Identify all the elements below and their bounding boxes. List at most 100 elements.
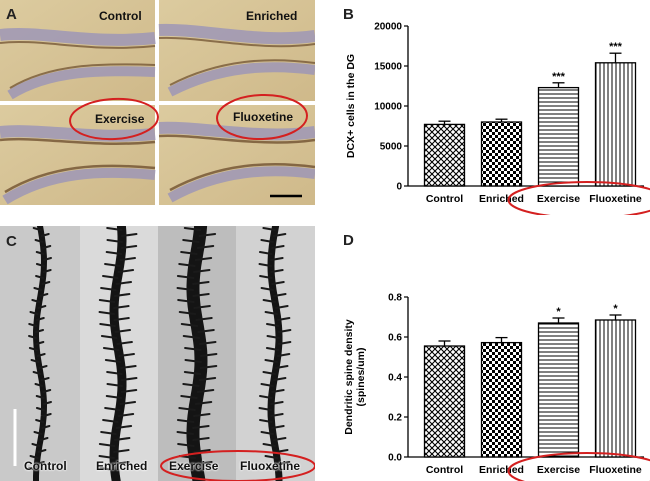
dendrite-spine (194, 257, 213, 261)
dendrite-spine (35, 317, 45, 321)
dendrite-spine (198, 377, 217, 381)
bar-exercise (537, 322, 580, 458)
dendrite-spine (117, 413, 135, 417)
dendrite-spine (42, 257, 52, 261)
dendrite-spine (265, 467, 280, 471)
dendrite-spine (182, 239, 200, 243)
dendrite-spine (258, 251, 273, 255)
dendrite-spine (192, 281, 210, 285)
y-tick-label: 0 (396, 182, 402, 193)
dendrite-shaft (33, 226, 48, 481)
dendrite-spine (116, 341, 133, 345)
dendrite-spine (106, 383, 123, 387)
significance-marker: *** (552, 71, 566, 83)
dendrite-spine (98, 311, 116, 315)
dendrite-spine (176, 431, 195, 435)
dendrite-spine (38, 365, 48, 369)
y-tick-label: 0.6 (388, 333, 402, 344)
y-tick-label: 10000 (374, 102, 402, 113)
dendrite-spine (39, 293, 49, 297)
dendrite-spine (184, 359, 202, 363)
dendrite-spine (42, 413, 52, 417)
dendrite-spine (262, 443, 276, 447)
dendrite-spine (192, 437, 210, 441)
dendrite-spine (196, 389, 215, 393)
dendrite-spine (271, 281, 285, 285)
dendrite-spine (35, 263, 45, 267)
x-tick-label: Exercise (537, 464, 580, 476)
dendrite-spine (260, 383, 274, 387)
dendrite-spine (176, 287, 195, 291)
dendrite-shaft (267, 226, 283, 481)
dendrite-spine (270, 257, 284, 261)
dendrite-label-fluoxetine: Fluoxetine (240, 459, 301, 473)
bar-enriched (480, 341, 523, 458)
y-tick-label: 15000 (374, 62, 402, 73)
x-tick-label: Control (426, 464, 463, 476)
dendrite-spine (35, 341, 45, 345)
dendrite-spine (275, 305, 289, 309)
dendrite-spine (264, 359, 278, 363)
dendrite-spine (193, 449, 211, 453)
bar-fluoxetine (594, 319, 637, 458)
dendrite-spine (102, 347, 120, 351)
dendrite-spine (180, 323, 199, 327)
dendrite-spine (273, 293, 287, 297)
dendrite-spine (260, 239, 274, 243)
dendrite-spine (258, 263, 273, 267)
dendrite-spine (264, 455, 278, 459)
dendrite-spine (192, 425, 210, 429)
micrograph-label-fluoxetine: Fluoxetine (233, 110, 294, 124)
dendrite-spine (272, 377, 287, 381)
dendrite-spine (120, 365, 137, 369)
dendrite-spine (276, 461, 291, 465)
micrograph-label-exercise: Exercise (95, 112, 145, 126)
y-tick-label: 20000 (374, 22, 402, 33)
dendrite-spine (180, 251, 198, 255)
dendrite-spine (115, 281, 133, 285)
dendrite-spine (42, 389, 52, 393)
dendrite-spine (98, 455, 116, 459)
dendrite-spine (39, 437, 49, 441)
dendrite-spine (182, 383, 200, 387)
dendrite-spine (192, 269, 211, 273)
dendrite-spine (198, 341, 217, 345)
y-axis-label: (spines/um) (355, 348, 367, 407)
dendrite-spine (260, 431, 275, 435)
panel-a: A Control Enriched Exercise Fluoxetine (0, 0, 315, 205)
dendrite-spine (113, 293, 131, 297)
dendrite-spine (265, 347, 280, 351)
dendrite-spine (274, 365, 289, 369)
dendrite-spine (117, 269, 135, 273)
panel-d-chart: 0.0 0.2 0.4 0.6 0.8 Dendritic spine density (s… (343, 293, 650, 481)
dendrite-spine (106, 371, 123, 375)
dendrite-spine (98, 443, 116, 447)
dendrite-spine (270, 401, 284, 405)
panel-d-letter: D (343, 232, 354, 249)
dendrite-spine (118, 353, 135, 357)
dendrite-spine (102, 275, 119, 279)
dendrite-spine (178, 407, 196, 411)
micrograph-label-control: Control (99, 9, 142, 23)
dendrite-spine (113, 305, 130, 309)
dendrite-spine (99, 323, 116, 327)
x-tick-label: Enriched (479, 464, 524, 476)
dendrite-spine (184, 347, 202, 351)
dendrite-spine (183, 227, 202, 231)
dendrite-spine (192, 293, 210, 297)
dendrite-spine (177, 299, 195, 303)
dendrite-spine (270, 413, 284, 417)
significance-marker: * (613, 303, 618, 315)
dendrite-spine (275, 449, 289, 453)
dendrite-spine (271, 389, 285, 393)
dendrite-spine (100, 287, 117, 291)
bar-fluoxetine (594, 62, 637, 187)
dendrite-spine (176, 275, 195, 279)
dendrite-spine (33, 431, 43, 435)
dendrite-spine (266, 335, 280, 339)
dendrite-label-control: Control (24, 459, 67, 473)
dendrite-spine (271, 245, 285, 249)
dendrite-spine (35, 407, 45, 411)
dendrite-spine (120, 377, 138, 381)
dendrite-spine (180, 395, 198, 399)
